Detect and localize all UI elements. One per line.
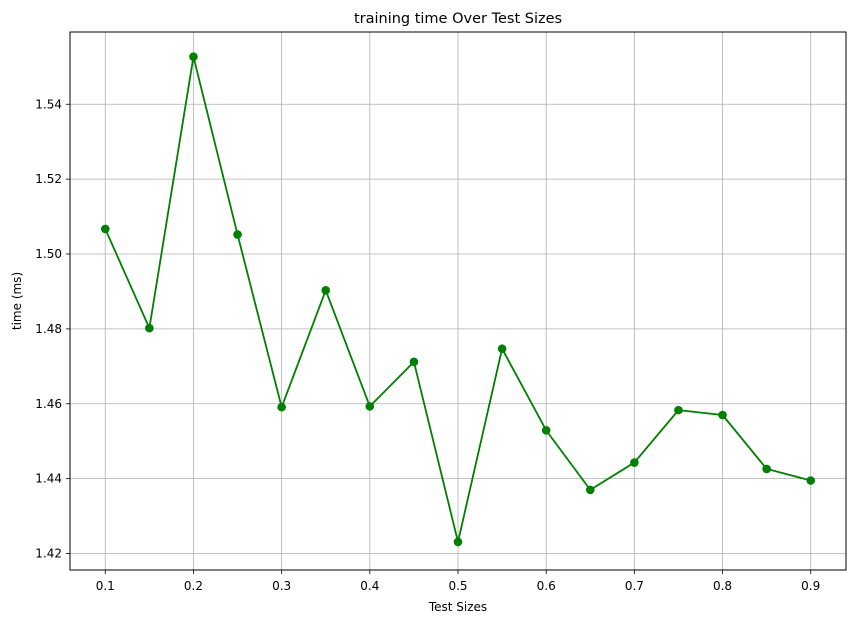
x-tick-label: 0.9 bbox=[801, 579, 820, 593]
y-tick-label: 1.50 bbox=[35, 247, 62, 261]
data-point bbox=[100, 224, 110, 234]
y-tick-label: 1.44 bbox=[35, 472, 62, 486]
x-tick-label: 0.6 bbox=[537, 579, 556, 593]
data-point bbox=[233, 230, 242, 239]
x-tick-label: 0.8 bbox=[713, 579, 732, 593]
data-point bbox=[189, 52, 198, 62]
data-point bbox=[365, 402, 375, 411]
y-tick-label: 1.46 bbox=[35, 397, 62, 411]
data-point bbox=[806, 476, 816, 485]
axis-ticks: 0.1 0.2 0.3 0.4 0.5 0.6 0.7 0.8 0.9 1.42 1.44 1.46 1… bbox=[35, 97, 820, 593]
y-tick-label: 1.52 bbox=[35, 172, 62, 186]
data-point bbox=[630, 458, 639, 467]
chart-title: training time Over Test Sizes bbox=[354, 11, 562, 27]
data-point bbox=[145, 323, 154, 333]
data-point bbox=[321, 286, 331, 295]
x-tick-label: 0.7 bbox=[625, 579, 644, 593]
x-tick-label: 0.5 bbox=[448, 579, 467, 593]
data-point bbox=[497, 344, 507, 354]
series-layer bbox=[100, 52, 816, 547]
grid-lines bbox=[70, 32, 846, 570]
x-tick-label: 0.1 bbox=[96, 579, 115, 593]
x-tick-label: 0.4 bbox=[360, 579, 379, 593]
data-point bbox=[541, 426, 551, 435]
data-point bbox=[277, 402, 286, 412]
x-axis-title: Test Sizes bbox=[428, 600, 487, 614]
x-tick-label: 0.3 bbox=[272, 579, 291, 593]
data-point bbox=[585, 485, 595, 495]
data-point bbox=[674, 405, 683, 415]
data-point bbox=[762, 464, 771, 474]
y-axis-title: time (ms) bbox=[10, 272, 24, 330]
data-point bbox=[718, 410, 727, 420]
y-tick-label: 1.48 bbox=[35, 322, 62, 336]
y-tick-label: 1.54 bbox=[35, 97, 62, 111]
data-point bbox=[453, 537, 463, 547]
x-tick-label: 0.2 bbox=[184, 579, 203, 593]
y-tick-label: 1.42 bbox=[35, 547, 62, 561]
data-point bbox=[409, 357, 419, 367]
